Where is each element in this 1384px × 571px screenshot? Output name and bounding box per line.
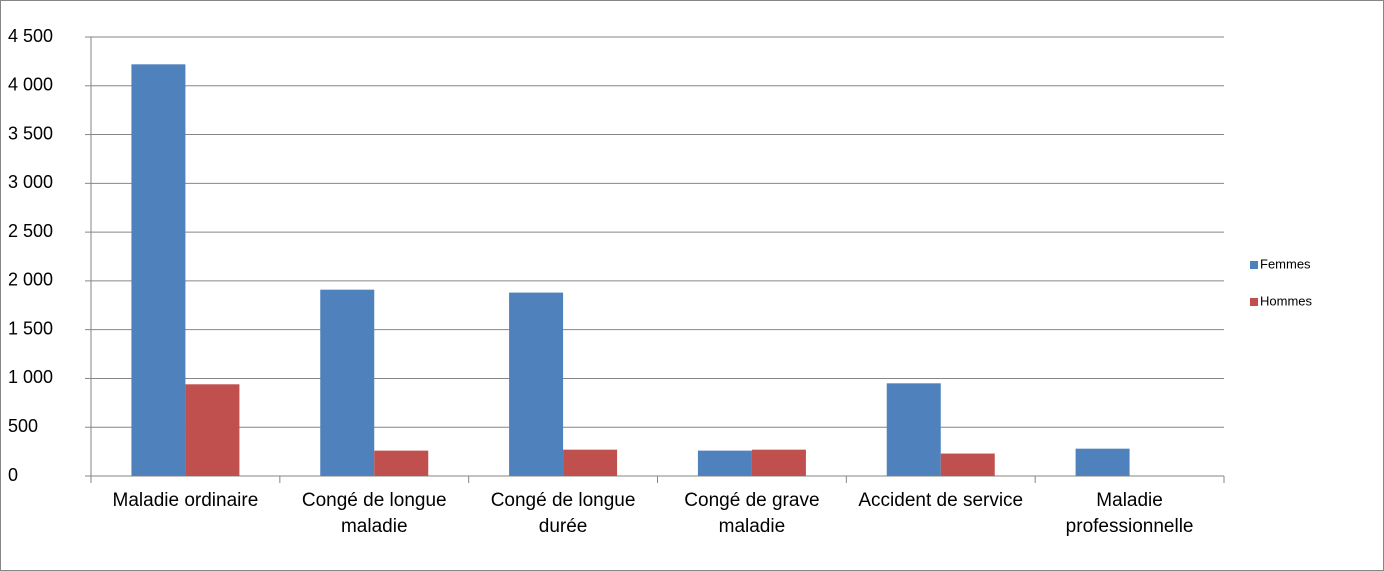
y-tick-label: 2 500: [8, 221, 53, 241]
y-tick-label: 1 500: [8, 318, 53, 338]
y-tick-label: 4 000: [8, 75, 53, 95]
bar: [374, 450, 429, 476]
y-tick-label: 2 000: [8, 270, 53, 290]
y-tick-label: 4 500: [8, 26, 53, 46]
bar: [697, 450, 752, 476]
bar: [751, 449, 806, 476]
x-tick-label: Accident de service: [858, 490, 1024, 511]
x-tick-label: Congé de longue durée: [490, 490, 636, 537]
legend-swatch: [1250, 298, 1258, 306]
bar: [185, 384, 240, 476]
y-tick-label: 0: [8, 465, 18, 485]
legend-label: Hommes: [1260, 293, 1313, 308]
bar: [563, 449, 618, 476]
x-tick-label: Maladie professionnelle: [1065, 490, 1194, 537]
y-tick-label: 3 000: [8, 172, 53, 192]
legend-label: Femmes: [1260, 256, 1311, 271]
y-tick-label: 3 500: [8, 123, 53, 143]
bar: [131, 64, 186, 476]
y-tick-label: 1 000: [8, 367, 53, 387]
bar: [886, 383, 941, 476]
x-tick-label: Maladie ordinaire: [112, 490, 259, 511]
bar: [509, 292, 564, 476]
x-tick-label: Congé de longue maladie: [301, 490, 447, 537]
bar: [1075, 448, 1130, 476]
bar: [940, 453, 995, 476]
legend-swatch: [1250, 261, 1258, 269]
y-tick-label: 500: [8, 416, 38, 436]
bar: [320, 289, 375, 476]
x-tick-label: Congé de grave maladie: [684, 490, 820, 537]
